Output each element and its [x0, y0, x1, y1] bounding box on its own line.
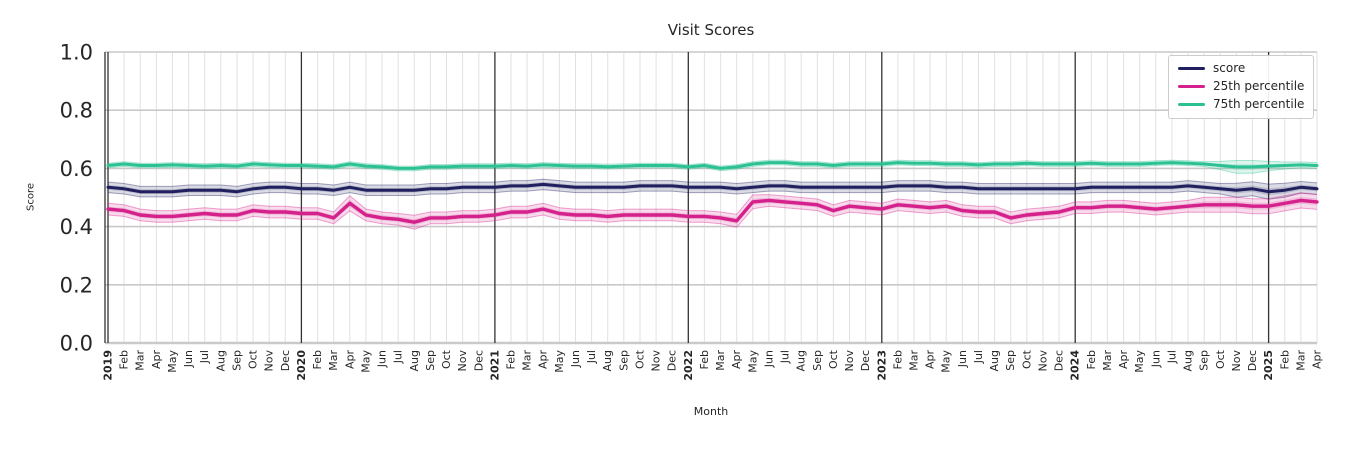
svg-text:Mar: Mar: [327, 350, 340, 371]
svg-text:Apr: Apr: [150, 350, 163, 370]
svg-text:Sep: Sep: [811, 350, 824, 371]
svg-text:Aug: Aug: [795, 350, 808, 371]
svg-text:Jul: Jul: [392, 350, 405, 364]
legend-label-75th-percentile: 75th percentile: [1213, 97, 1305, 112]
svg-text:2025: 2025: [1262, 350, 1275, 381]
svg-text:Dec: Dec: [859, 350, 872, 371]
svg-text:Apr: Apr: [343, 350, 356, 370]
svg-text:Feb: Feb: [1278, 350, 1291, 369]
svg-text:0.0: 0.0: [60, 332, 93, 356]
svg-text:Mar: Mar: [1294, 350, 1307, 371]
svg-text:May: May: [940, 350, 953, 373]
svg-text:Mar: Mar: [521, 350, 534, 371]
svg-text:Feb: Feb: [698, 350, 711, 369]
legend: score 25th percentile 75th percentile: [1168, 55, 1315, 119]
svg-text:Apr: Apr: [1117, 350, 1130, 370]
svg-text:Jun: Jun: [762, 350, 775, 368]
svg-text:Dec: Dec: [1246, 350, 1259, 371]
svg-text:Oct: Oct: [440, 349, 453, 369]
svg-text:Feb: Feb: [1085, 350, 1098, 369]
svg-text:Apr: Apr: [924, 350, 937, 370]
svg-text:2022: 2022: [682, 350, 695, 381]
svg-text:Oct: Oct: [1214, 349, 1227, 369]
svg-text:Feb: Feb: [505, 350, 518, 369]
25th-percentile-line-swatch: [1178, 85, 1205, 89]
svg-text:Sep: Sep: [1198, 350, 1211, 371]
svg-text:Oct: Oct: [634, 349, 647, 369]
svg-text:May: May: [166, 350, 179, 373]
svg-text:Jul: Jul: [779, 350, 792, 364]
svg-text:2019: 2019: [102, 350, 115, 381]
svg-text:Aug: Aug: [214, 350, 227, 371]
svg-text:Jul: Jul: [585, 350, 598, 364]
chart-title: Visit Scores: [667, 21, 755, 39]
svg-text:Dec: Dec: [472, 350, 485, 371]
svg-text:Jun: Jun: [182, 350, 195, 368]
svg-text:Oct: Oct: [247, 349, 260, 369]
svg-text:Feb: Feb: [311, 350, 324, 369]
svg-text:Nov: Nov: [1230, 350, 1243, 372]
svg-text:Nov: Nov: [650, 350, 663, 372]
svg-text:Sep: Sep: [1004, 350, 1017, 371]
legend-label-25th-percentile: 25th percentile: [1213, 79, 1305, 94]
svg-text:1.0: 1.0: [60, 41, 93, 65]
svg-text:Mar: Mar: [908, 350, 921, 371]
svg-text:2021: 2021: [488, 350, 501, 381]
svg-text:Jun: Jun: [956, 350, 969, 368]
svg-text:Oct: Oct: [827, 349, 840, 369]
svg-text:2023: 2023: [875, 350, 888, 381]
svg-text:Mar: Mar: [1101, 350, 1114, 371]
svg-text:May: May: [359, 350, 372, 373]
svg-text:0.8: 0.8: [60, 99, 93, 123]
svg-text:0.6: 0.6: [60, 157, 93, 181]
legend-item-75th-percentile: 75th percentile: [1178, 98, 1304, 111]
svg-text:Feb: Feb: [118, 350, 131, 369]
y-axis-label: Score: [25, 182, 37, 212]
svg-text:May: May: [553, 350, 566, 373]
svg-text:Nov: Nov: [1037, 350, 1050, 372]
svg-text:Dec: Dec: [279, 350, 292, 371]
svg-text:Apr: Apr: [730, 350, 743, 370]
svg-text:Aug: Aug: [988, 350, 1001, 371]
svg-text:Jun: Jun: [376, 350, 389, 368]
75th-percentile-line-swatch: [1178, 103, 1205, 107]
svg-text:Feb: Feb: [891, 350, 904, 369]
svg-text:Mar: Mar: [714, 350, 727, 371]
x-axis-label: Month: [693, 405, 729, 418]
svg-text:Jul: Jul: [1165, 350, 1178, 364]
svg-text:Apr: Apr: [1311, 350, 1324, 370]
svg-text:Jun: Jun: [569, 350, 582, 368]
svg-text:Oct: Oct: [1020, 349, 1033, 369]
svg-text:Aug: Aug: [408, 350, 421, 371]
legend-item-25th-percentile: 25th percentile: [1178, 79, 1305, 94]
svg-text:Mar: Mar: [134, 350, 147, 371]
svg-text:May: May: [1133, 350, 1146, 373]
svg-text:0.2: 0.2: [60, 273, 93, 297]
svg-text:0.4: 0.4: [60, 215, 93, 239]
svg-text:Dec: Dec: [666, 350, 679, 371]
svg-text:Sep: Sep: [424, 350, 437, 371]
svg-text:Jul: Jul: [972, 350, 985, 364]
svg-text:Sep: Sep: [617, 350, 630, 371]
svg-text:2024: 2024: [1069, 350, 1082, 381]
svg-text:May: May: [746, 350, 759, 373]
svg-text:Aug: Aug: [601, 350, 614, 371]
legend-label-score: score: [1213, 61, 1246, 75]
svg-text:Jun: Jun: [1149, 350, 1162, 368]
svg-text:Dec: Dec: [1053, 350, 1066, 371]
score-line-swatch: [1178, 67, 1205, 71]
svg-text:Aug: Aug: [1182, 350, 1195, 371]
svg-text:Apr: Apr: [537, 350, 550, 370]
svg-text:Nov: Nov: [456, 350, 469, 372]
legend-item-score: score: [1178, 61, 1304, 75]
svg-text:Nov: Nov: [843, 350, 856, 372]
svg-text:Sep: Sep: [231, 350, 244, 371]
svg-text:Nov: Nov: [263, 350, 276, 372]
svg-text:Jul: Jul: [198, 350, 211, 364]
svg-text:2020: 2020: [295, 350, 308, 381]
